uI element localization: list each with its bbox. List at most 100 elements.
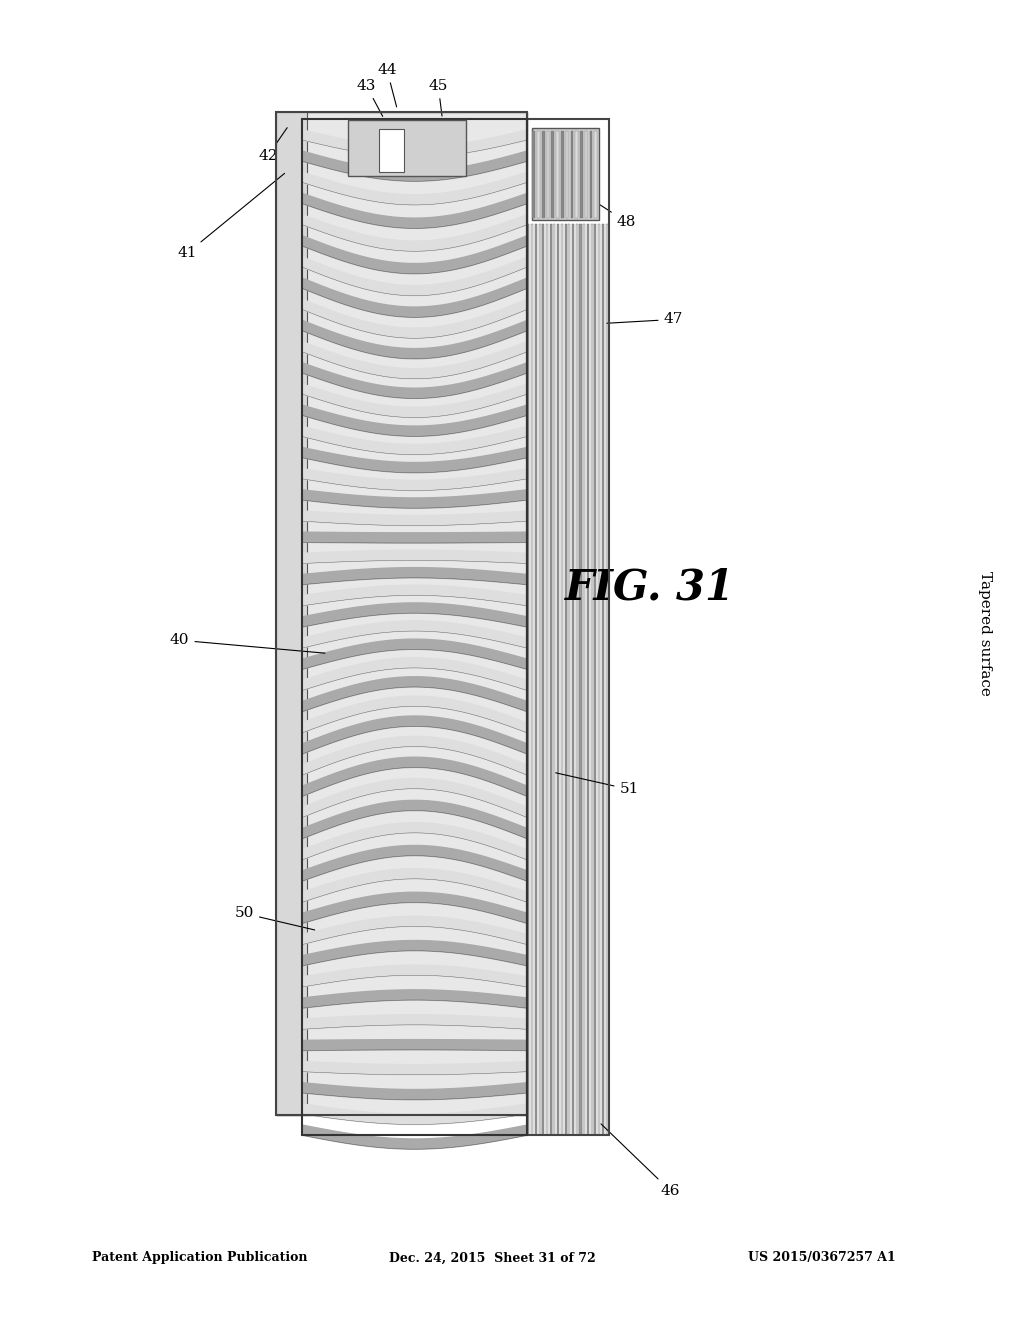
Polygon shape (302, 892, 527, 924)
Polygon shape (302, 384, 527, 417)
Text: 42: 42 (258, 128, 287, 162)
FancyBboxPatch shape (561, 131, 563, 218)
FancyBboxPatch shape (561, 224, 563, 1135)
FancyBboxPatch shape (532, 131, 536, 218)
Text: 43: 43 (357, 79, 383, 116)
FancyBboxPatch shape (605, 224, 607, 1135)
Polygon shape (302, 405, 527, 436)
FancyBboxPatch shape (591, 224, 593, 1135)
Polygon shape (302, 916, 527, 945)
FancyBboxPatch shape (602, 224, 604, 1135)
FancyBboxPatch shape (535, 224, 537, 1135)
Text: 50: 50 (234, 907, 314, 931)
Polygon shape (302, 469, 527, 491)
Polygon shape (302, 639, 527, 669)
Text: 45: 45 (429, 79, 447, 116)
FancyBboxPatch shape (565, 131, 568, 218)
Polygon shape (302, 1015, 527, 1030)
FancyBboxPatch shape (276, 112, 527, 1115)
FancyBboxPatch shape (527, 224, 529, 1135)
Polygon shape (302, 532, 527, 543)
FancyBboxPatch shape (556, 131, 559, 218)
Polygon shape (302, 550, 527, 564)
FancyBboxPatch shape (584, 224, 586, 1135)
Polygon shape (302, 511, 527, 525)
Polygon shape (302, 990, 527, 1008)
Polygon shape (302, 321, 527, 359)
FancyBboxPatch shape (552, 131, 554, 218)
FancyBboxPatch shape (580, 224, 582, 1135)
Text: 51: 51 (556, 772, 639, 796)
FancyBboxPatch shape (572, 224, 574, 1135)
Polygon shape (302, 779, 527, 817)
FancyBboxPatch shape (594, 131, 597, 218)
Text: 47: 47 (607, 313, 683, 326)
Polygon shape (302, 447, 527, 473)
FancyBboxPatch shape (379, 129, 404, 172)
FancyBboxPatch shape (575, 131, 578, 218)
FancyBboxPatch shape (543, 224, 545, 1135)
Polygon shape (302, 800, 527, 838)
Text: Patent Application Publication: Patent Application Publication (92, 1251, 307, 1265)
FancyBboxPatch shape (532, 128, 599, 220)
FancyBboxPatch shape (598, 224, 600, 1135)
FancyBboxPatch shape (542, 131, 545, 218)
Polygon shape (302, 1082, 527, 1100)
Polygon shape (302, 585, 527, 606)
Polygon shape (302, 279, 527, 317)
FancyBboxPatch shape (587, 224, 589, 1135)
Polygon shape (302, 1061, 527, 1074)
Polygon shape (302, 490, 527, 508)
FancyBboxPatch shape (580, 131, 583, 218)
Polygon shape (302, 129, 527, 157)
FancyBboxPatch shape (546, 224, 548, 1135)
FancyBboxPatch shape (568, 224, 570, 1135)
Text: FIG. 31: FIG. 31 (565, 566, 735, 609)
FancyBboxPatch shape (570, 131, 573, 218)
Polygon shape (302, 696, 527, 733)
Polygon shape (302, 822, 527, 859)
Polygon shape (302, 1125, 527, 1150)
Polygon shape (302, 363, 527, 399)
Polygon shape (302, 257, 527, 296)
Polygon shape (302, 677, 527, 711)
Polygon shape (302, 236, 527, 273)
FancyBboxPatch shape (575, 224, 578, 1135)
Polygon shape (302, 657, 527, 690)
Text: US 2015/0367257 A1: US 2015/0367257 A1 (748, 1251, 895, 1265)
Polygon shape (302, 1040, 527, 1051)
Polygon shape (302, 603, 527, 627)
Text: 41: 41 (177, 173, 285, 260)
FancyBboxPatch shape (348, 120, 466, 176)
Polygon shape (302, 758, 527, 796)
Polygon shape (302, 846, 527, 882)
Polygon shape (302, 737, 527, 775)
Polygon shape (302, 1104, 527, 1125)
Text: 40: 40 (170, 634, 325, 653)
Text: Tapered surface: Tapered surface (978, 572, 992, 696)
Polygon shape (302, 965, 527, 987)
FancyBboxPatch shape (564, 224, 566, 1135)
Polygon shape (302, 426, 527, 454)
FancyBboxPatch shape (538, 131, 540, 218)
Polygon shape (302, 941, 527, 966)
Polygon shape (302, 193, 527, 228)
Polygon shape (302, 869, 527, 903)
Polygon shape (302, 620, 527, 648)
FancyBboxPatch shape (276, 112, 307, 1115)
FancyBboxPatch shape (531, 224, 534, 1135)
Polygon shape (302, 215, 527, 251)
FancyBboxPatch shape (547, 131, 549, 218)
Polygon shape (302, 300, 527, 338)
Polygon shape (302, 342, 527, 379)
FancyBboxPatch shape (550, 224, 552, 1135)
Polygon shape (302, 715, 527, 754)
Polygon shape (302, 568, 527, 585)
FancyBboxPatch shape (557, 224, 559, 1135)
FancyBboxPatch shape (594, 224, 596, 1135)
Text: 44: 44 (377, 63, 397, 107)
FancyBboxPatch shape (585, 131, 588, 218)
FancyBboxPatch shape (553, 224, 555, 1135)
Text: 48: 48 (545, 169, 636, 228)
Polygon shape (302, 172, 527, 205)
